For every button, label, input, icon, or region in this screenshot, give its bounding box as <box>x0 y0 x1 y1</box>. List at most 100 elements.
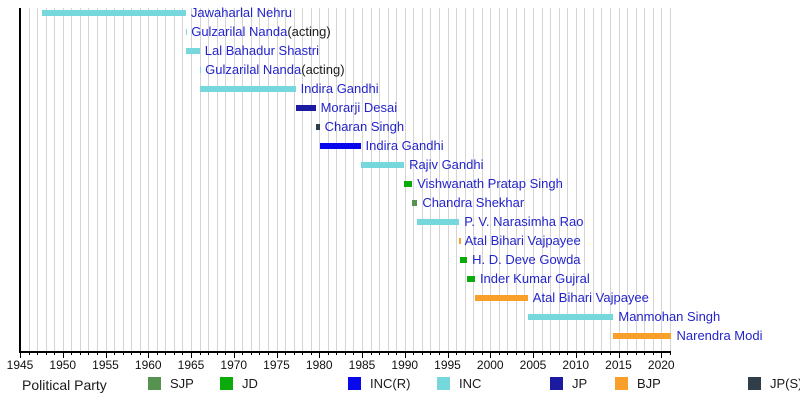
minor-tick <box>524 352 526 355</box>
year-gridline <box>148 8 150 352</box>
year-gridline <box>216 8 218 352</box>
axis-tick-label: 2010 <box>562 358 590 372</box>
pm-term-bar <box>360 161 405 168</box>
major-tick <box>105 352 107 358</box>
year-gridline <box>387 8 389 352</box>
pm-label: Inder Kumar Gujral <box>480 271 590 287</box>
year-gridline <box>336 8 338 352</box>
major-tick <box>62 352 64 358</box>
pm-name-link[interactable]: Gulzarilal Nanda <box>205 61 302 77</box>
pm-name-link[interactable]: Morarji Desai <box>320 99 398 115</box>
year-gridline <box>430 8 432 352</box>
major-tick <box>490 352 492 358</box>
pm-label: Indira Gandhi <box>366 138 444 154</box>
axis-tick-label: 2005 <box>519 358 547 372</box>
pm-name-link[interactable]: Lal Bahadur Shastri <box>204 42 319 58</box>
major-tick <box>319 352 321 358</box>
minor-tick <box>558 352 560 355</box>
pm-name-link[interactable]: Jawaharlal Nehru <box>190 4 293 20</box>
minor-tick <box>464 352 466 355</box>
axis-tick-label: 1965 <box>177 358 205 372</box>
pm-name-link[interactable]: Indira Gandhi <box>300 80 379 96</box>
year-gridline <box>379 8 381 352</box>
year-gridline <box>592 8 594 352</box>
pm-label: Atal Bihari Vajpayee <box>533 290 649 306</box>
year-gridline <box>182 8 184 352</box>
year-gridline <box>456 8 458 352</box>
acting-suffix: (acting) <box>301 61 345 77</box>
major-tick <box>233 352 235 358</box>
pm-label: Vishwanath Pratap Singh <box>417 176 563 192</box>
year-gridline <box>96 8 98 352</box>
legend-label-jp: JP <box>572 376 588 391</box>
axis-tick-label: 1955 <box>92 358 119 372</box>
minor-tick <box>302 352 304 355</box>
minor-tick <box>250 352 252 355</box>
pm-term-bar <box>295 104 316 111</box>
pm-name-link[interactable]: Atal Bihari Vajpayee <box>464 232 581 248</box>
year-gridline <box>208 8 210 352</box>
minor-tick <box>498 352 500 355</box>
axis-tick-label: 1990 <box>391 358 419 372</box>
pm-label: Gulzarilal Nanda(acting) <box>191 24 330 40</box>
minor-tick <box>609 352 611 355</box>
pm-name-link[interactable]: Rajiv Gandhi <box>409 156 484 172</box>
pm-label: Atal Bihari Vajpayee <box>465 233 581 249</box>
axis-tick-label: 1945 <box>6 358 34 372</box>
pm-label: P. V. Narasimha Rao <box>464 214 583 230</box>
year-gridline <box>45 8 47 352</box>
year-gridline <box>644 8 646 352</box>
pm-label: Manmohan Singh <box>618 309 720 325</box>
pm-name-link[interactable]: Narendra Modi <box>676 327 763 343</box>
minor-tick <box>199 352 201 355</box>
minor-tick <box>627 352 629 355</box>
minor-tick <box>652 352 654 355</box>
minor-tick <box>131 352 133 355</box>
minor-tick <box>225 352 227 355</box>
major-tick <box>276 352 278 358</box>
year-gridline <box>233 8 235 352</box>
year-gridline <box>490 8 492 352</box>
pm-name-link[interactable]: Chandra Shekhar <box>422 194 525 210</box>
minor-tick <box>208 352 210 355</box>
minor-tick <box>430 352 432 355</box>
pm-label: Morarji Desai <box>321 100 398 116</box>
minor-tick <box>353 352 355 355</box>
minor-tick <box>54 352 56 355</box>
axis-tick-label: 1980 <box>305 358 333 372</box>
pm-name-link[interactable]: Atal Bihari Vajpayee <box>532 289 649 305</box>
axis-tick-label: 1970 <box>220 358 248 372</box>
minor-tick <box>267 352 269 355</box>
year-gridline <box>310 8 312 352</box>
year-gridline <box>250 8 252 352</box>
year-gridline <box>413 8 415 352</box>
axis-tick-label: 1995 <box>434 358 461 372</box>
year-gridline <box>353 8 355 352</box>
pm-name-link[interactable]: Vishwanath Pratap Singh <box>417 175 563 191</box>
pm-label: Rajiv Gandhi <box>409 157 483 173</box>
pm-name-link[interactable]: P. V. Narasimha Rao <box>464 213 584 229</box>
year-gridline <box>191 8 192 352</box>
pm-name-link[interactable]: Manmohan Singh <box>618 308 721 324</box>
minor-tick <box>669 352 671 355</box>
minor-tick <box>644 352 646 355</box>
year-gridline <box>54 8 56 352</box>
pm-name-link[interactable]: H. D. Deve Gowda <box>472 251 581 267</box>
minor-tick <box>96 352 98 355</box>
pm-name-link[interactable]: Indira Gandhi <box>365 137 444 153</box>
minor-tick <box>396 352 398 355</box>
year-gridline <box>498 8 500 352</box>
year-gridline <box>131 8 133 352</box>
year-gridline <box>524 8 526 352</box>
pm-name-link[interactable]: Inder Kumar Gujral <box>479 270 590 286</box>
minor-tick <box>71 352 73 355</box>
pm-name-link[interactable]: Charan Singh <box>324 118 405 134</box>
minor-tick <box>88 352 90 355</box>
minor-tick <box>413 352 415 355</box>
minor-tick <box>584 352 586 355</box>
minor-tick <box>139 352 141 355</box>
year-gridline <box>302 8 304 352</box>
pm-name-link[interactable]: Gulzarilal Nanda <box>191 23 288 39</box>
legend-swatch-jd <box>220 377 233 390</box>
year-gridline <box>447 8 449 352</box>
